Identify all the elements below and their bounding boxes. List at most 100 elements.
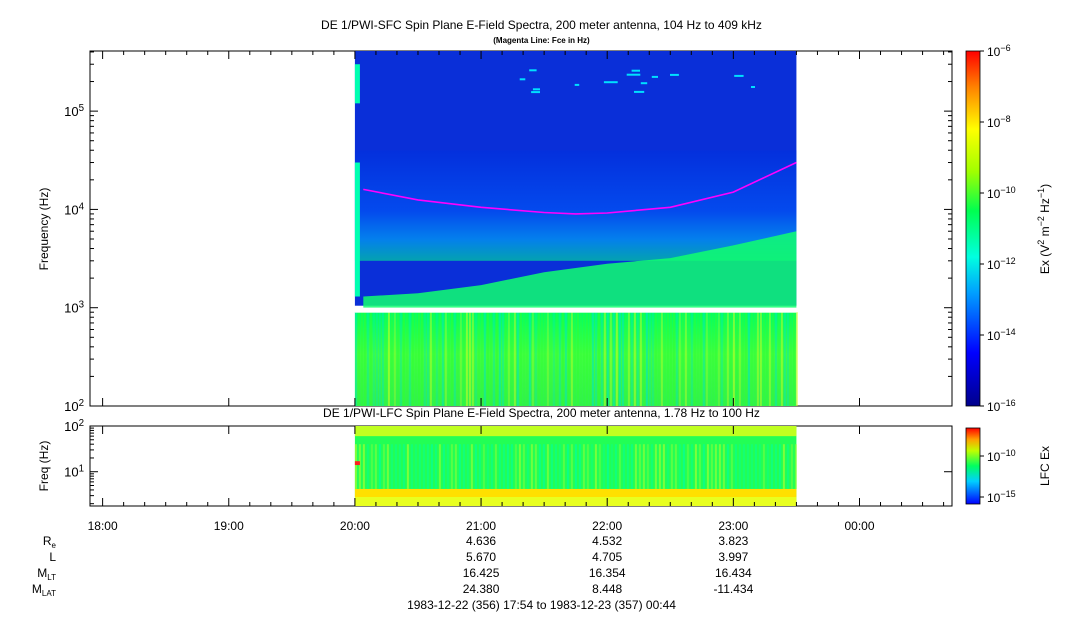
spectrum-strip bbox=[591, 312, 594, 406]
spectrum-strip bbox=[459, 312, 462, 406]
spectrum-strip bbox=[714, 312, 717, 406]
spectrum-strip bbox=[648, 312, 651, 406]
spectrum-strip bbox=[417, 312, 420, 406]
spectrum-strip bbox=[654, 312, 657, 406]
lfc-strip bbox=[562, 444, 565, 489]
spectrum-strip bbox=[450, 312, 453, 406]
spectrum-strip bbox=[360, 312, 363, 406]
spectrum-blip bbox=[734, 74, 744, 77]
spectrum-blip bbox=[603, 81, 618, 84]
spectrum-strip bbox=[744, 312, 747, 406]
spectrum-strip bbox=[441, 312, 444, 406]
lfc-strip bbox=[614, 444, 617, 489]
lfc-strip bbox=[450, 444, 453, 489]
lfc-strip bbox=[682, 444, 685, 489]
spectrum-strip bbox=[729, 312, 732, 406]
lfc-strip bbox=[594, 444, 597, 489]
lfc-strip bbox=[718, 444, 721, 489]
spectrum-strip bbox=[696, 312, 699, 406]
spectrum-strip bbox=[546, 312, 549, 406]
spectrum-strip bbox=[414, 312, 417, 406]
lfc-strip bbox=[770, 444, 773, 489]
lfc-strip bbox=[786, 444, 789, 489]
lfc-strip bbox=[654, 444, 657, 489]
spectrum-strip bbox=[525, 312, 528, 406]
lfc-strip bbox=[458, 444, 461, 489]
lfc-strip bbox=[390, 444, 393, 489]
spectrum-strip bbox=[378, 312, 381, 406]
lfc-strip bbox=[514, 444, 517, 489]
spectrum-blip bbox=[529, 69, 537, 72]
spectrum-strip bbox=[438, 312, 441, 406]
lfc-strip bbox=[362, 444, 365, 489]
lfc-strip bbox=[530, 444, 533, 489]
lfc-strip bbox=[470, 444, 473, 489]
lfc-strip bbox=[586, 444, 589, 489]
lfc-strip bbox=[686, 444, 689, 489]
spectrum-strip bbox=[357, 312, 360, 406]
spectrum-strip bbox=[603, 312, 606, 406]
spectrum-strip bbox=[699, 312, 702, 406]
lfc-strip bbox=[746, 444, 749, 489]
lfc-strip bbox=[370, 444, 373, 489]
lfc-strip bbox=[706, 444, 709, 489]
spectrum-strip bbox=[483, 312, 486, 406]
lfc-strip bbox=[394, 444, 397, 489]
spectrum-low-band bbox=[354, 312, 797, 406]
spectrum-mid-band bbox=[354, 150, 797, 261]
ephemeris-row-label: L bbox=[49, 550, 56, 564]
top-y-axis: 102 103 104 105 bbox=[64, 51, 952, 414]
spectrum-strip bbox=[687, 312, 690, 406]
spectrum-strip bbox=[474, 312, 477, 406]
spectrum-strip bbox=[735, 312, 738, 406]
colorbar-tick-label: 10−10 bbox=[987, 448, 1016, 464]
spectrum-strip bbox=[681, 312, 684, 406]
spectrum-strip bbox=[393, 312, 396, 406]
top-y-tick-label: 103 bbox=[64, 300, 84, 316]
spectrum-strip bbox=[516, 312, 519, 406]
spectrum-strip bbox=[561, 312, 564, 406]
spectrum-strip bbox=[651, 312, 654, 406]
spectrum-strip bbox=[669, 312, 672, 406]
spectrum-low-emission bbox=[363, 231, 797, 308]
spectrum-strip bbox=[420, 312, 423, 406]
spectrum-strip bbox=[609, 312, 612, 406]
spectrum-strip bbox=[597, 312, 600, 406]
lfc-strip bbox=[758, 444, 761, 489]
spectrum-strip bbox=[366, 312, 369, 406]
lfc-strip bbox=[542, 444, 545, 489]
bottom-colorbar-label: LFC Ex bbox=[1038, 446, 1052, 486]
lfc-strip bbox=[442, 444, 445, 489]
ephemeris-table: Re 4.636 4.532 3.823 L 5.670 4.705 3.997 MLT 16.4… bbox=[32, 534, 754, 598]
lfc-strip bbox=[634, 444, 637, 489]
spectrum-strip bbox=[387, 312, 390, 406]
spectrum-strip bbox=[624, 312, 627, 406]
spectrum-strip bbox=[444, 312, 447, 406]
spectrum-strip bbox=[537, 312, 540, 406]
lfc-strip bbox=[414, 444, 417, 489]
lfc-strip bbox=[502, 444, 505, 489]
lfc-strip bbox=[534, 444, 537, 489]
spectrum-blip bbox=[640, 82, 648, 85]
spectrum-strip bbox=[465, 312, 468, 406]
lfc-strip bbox=[566, 444, 569, 489]
spectrum-blip bbox=[751, 86, 755, 88]
lfc-strip bbox=[638, 444, 641, 489]
spectrum-blip bbox=[574, 83, 580, 86]
spectrum-strip bbox=[645, 312, 648, 406]
lfc-strip bbox=[462, 444, 465, 489]
spectrum-strip bbox=[576, 312, 579, 406]
lfc-strip bbox=[518, 444, 521, 489]
spectrum-strip bbox=[789, 312, 792, 406]
spectrum-strip bbox=[453, 312, 456, 406]
spectrum-strip bbox=[513, 312, 516, 406]
lfc-strip bbox=[506, 444, 509, 489]
spectrum-strip bbox=[477, 312, 480, 406]
colorbar-tick-label: 10−14 bbox=[987, 327, 1016, 343]
spectrum-strip bbox=[711, 312, 714, 406]
lfc-strip bbox=[382, 444, 385, 489]
lfc-strip bbox=[402, 444, 405, 489]
lfc-strip bbox=[578, 444, 581, 489]
spectrum-strip bbox=[498, 312, 501, 406]
ephemeris-value: 16.425 bbox=[463, 566, 500, 580]
